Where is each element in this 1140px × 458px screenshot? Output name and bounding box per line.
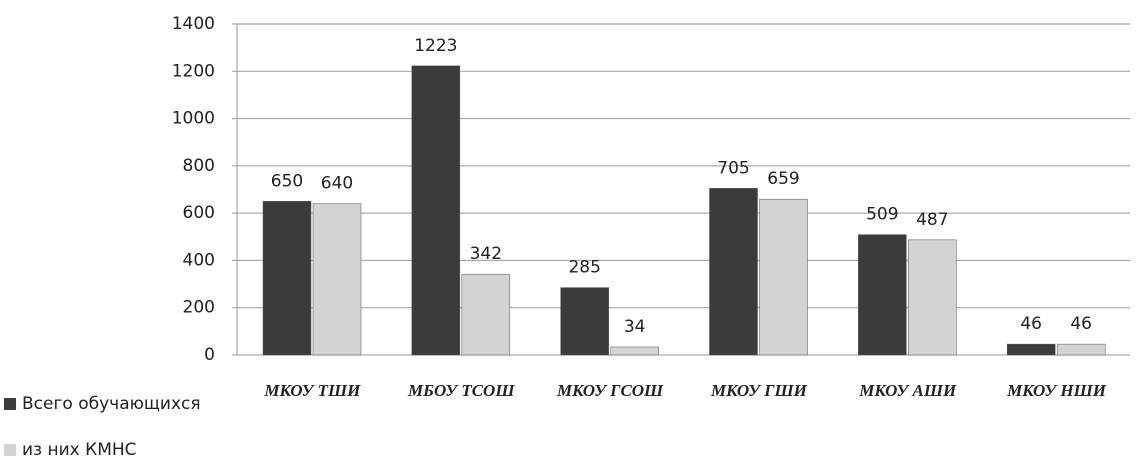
data-label: 509 (866, 205, 898, 225)
data-label: 640 (321, 174, 353, 194)
data-label: 46 (1020, 314, 1042, 334)
legend-swatch (4, 444, 16, 456)
data-label: 285 (568, 258, 600, 278)
y-tick-label: 200 (183, 298, 215, 318)
bar (461, 273, 511, 356)
bar (560, 287, 609, 356)
x-tick-label: МКОУ ГСОШ (556, 381, 664, 400)
x-tick-label: МКОУ ГШИ (710, 381, 808, 400)
bar (858, 234, 907, 356)
x-tick-label: МБОУ ТСОШ (407, 381, 515, 400)
data-label: 705 (717, 158, 749, 178)
bar (262, 201, 312, 356)
y-tick-label: 1000 (172, 109, 215, 129)
data-label: 659 (767, 169, 799, 189)
y-tick-label: 800 (183, 156, 215, 176)
bar (411, 65, 461, 356)
x-tick-label: МКОУ НШИ (1006, 381, 1107, 400)
legend-label: Всего обучающихся (22, 394, 201, 414)
data-label: 34 (624, 317, 646, 337)
x-tick-label: МКОУ ТШИ (263, 381, 361, 400)
data-label: 1223 (414, 36, 457, 56)
y-tick-label: 1200 (172, 61, 215, 81)
data-label: 342 (470, 244, 502, 264)
legend-swatch (4, 398, 16, 410)
y-tick-label: 400 (183, 250, 215, 270)
data-label: 650 (271, 171, 303, 191)
bar (1006, 343, 1056, 356)
bar (759, 198, 808, 356)
bar (1056, 343, 1106, 356)
bar (610, 346, 659, 356)
data-label: 46 (1070, 314, 1092, 334)
bar (709, 188, 758, 356)
bar (908, 239, 957, 356)
data-label: 487 (916, 210, 948, 230)
y-tick-label: 1400 (172, 14, 215, 34)
y-tick-label: 0 (204, 345, 215, 365)
legend-label: из них КМНС (22, 440, 137, 458)
y-tick-label: 600 (183, 203, 215, 223)
x-tick-label: МКОУ АШИ (858, 381, 957, 400)
bar (312, 203, 362, 356)
